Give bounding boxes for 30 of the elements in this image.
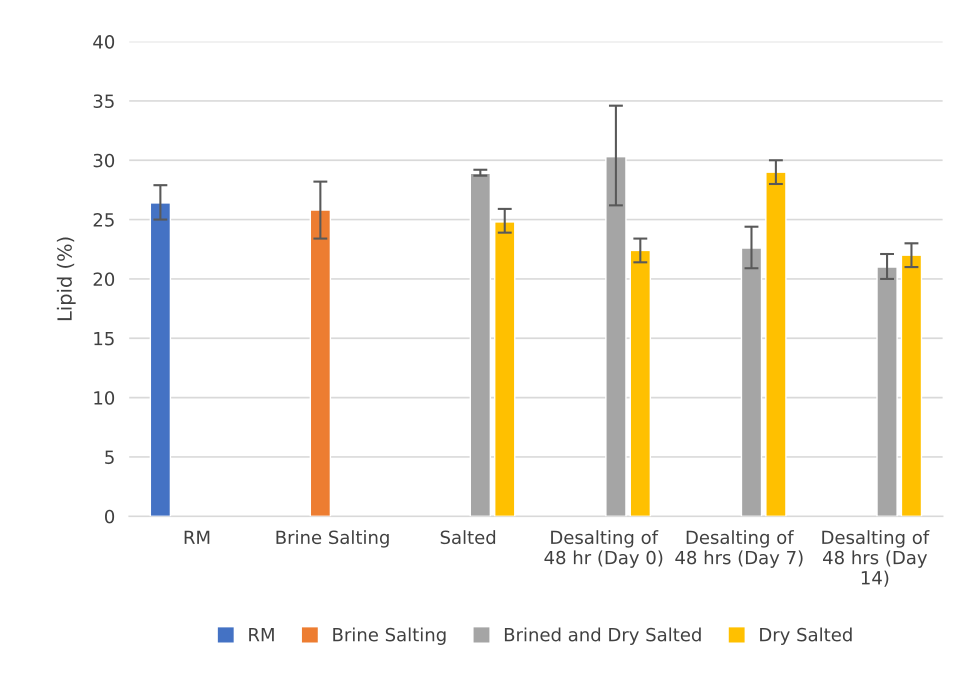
x-tick-label: Desalting of 48 hrs (Day 7)	[675, 530, 803, 568]
bar	[150, 202, 172, 516]
bar	[470, 172, 492, 516]
x-tick-label: Desalting of 48 hr (Day 0)	[544, 530, 662, 568]
y-tick-label: 20	[94, 272, 114, 286]
bar	[494, 221, 516, 516]
x-tick-label: Salted	[440, 530, 496, 544]
y-tick-label: 40	[93, 35, 114, 49]
y-axis-title: Lipid (%)	[56, 238, 76, 320]
bar	[765, 171, 787, 516]
y-tick-label: 25	[94, 213, 114, 227]
x-tick-label: Desalting of 48 hrs (Day 14)	[822, 530, 930, 587]
y-tick-label: 10	[94, 391, 114, 405]
bar	[876, 266, 898, 516]
bar	[900, 254, 922, 516]
bar	[630, 250, 652, 516]
y-tick-label: 35	[94, 94, 114, 108]
bar	[740, 247, 762, 516]
y-tick-label: 0	[105, 510, 114, 524]
x-tick-label: RM	[184, 530, 210, 544]
bar	[605, 156, 627, 516]
y-tick-label: 15	[94, 332, 114, 346]
legend-label: RM	[249, 628, 274, 642]
bar	[310, 209, 332, 516]
y-tick-label: 30	[94, 154, 114, 168]
legend-label: Brine Salting	[333, 627, 446, 645]
legend-label: Brined and Dry Salted	[504, 627, 701, 645]
y-tick-label: 5	[105, 450, 114, 464]
x-tick-label: Brine Salting	[276, 530, 389, 548]
legend-label: Dry Salted	[760, 627, 852, 645]
